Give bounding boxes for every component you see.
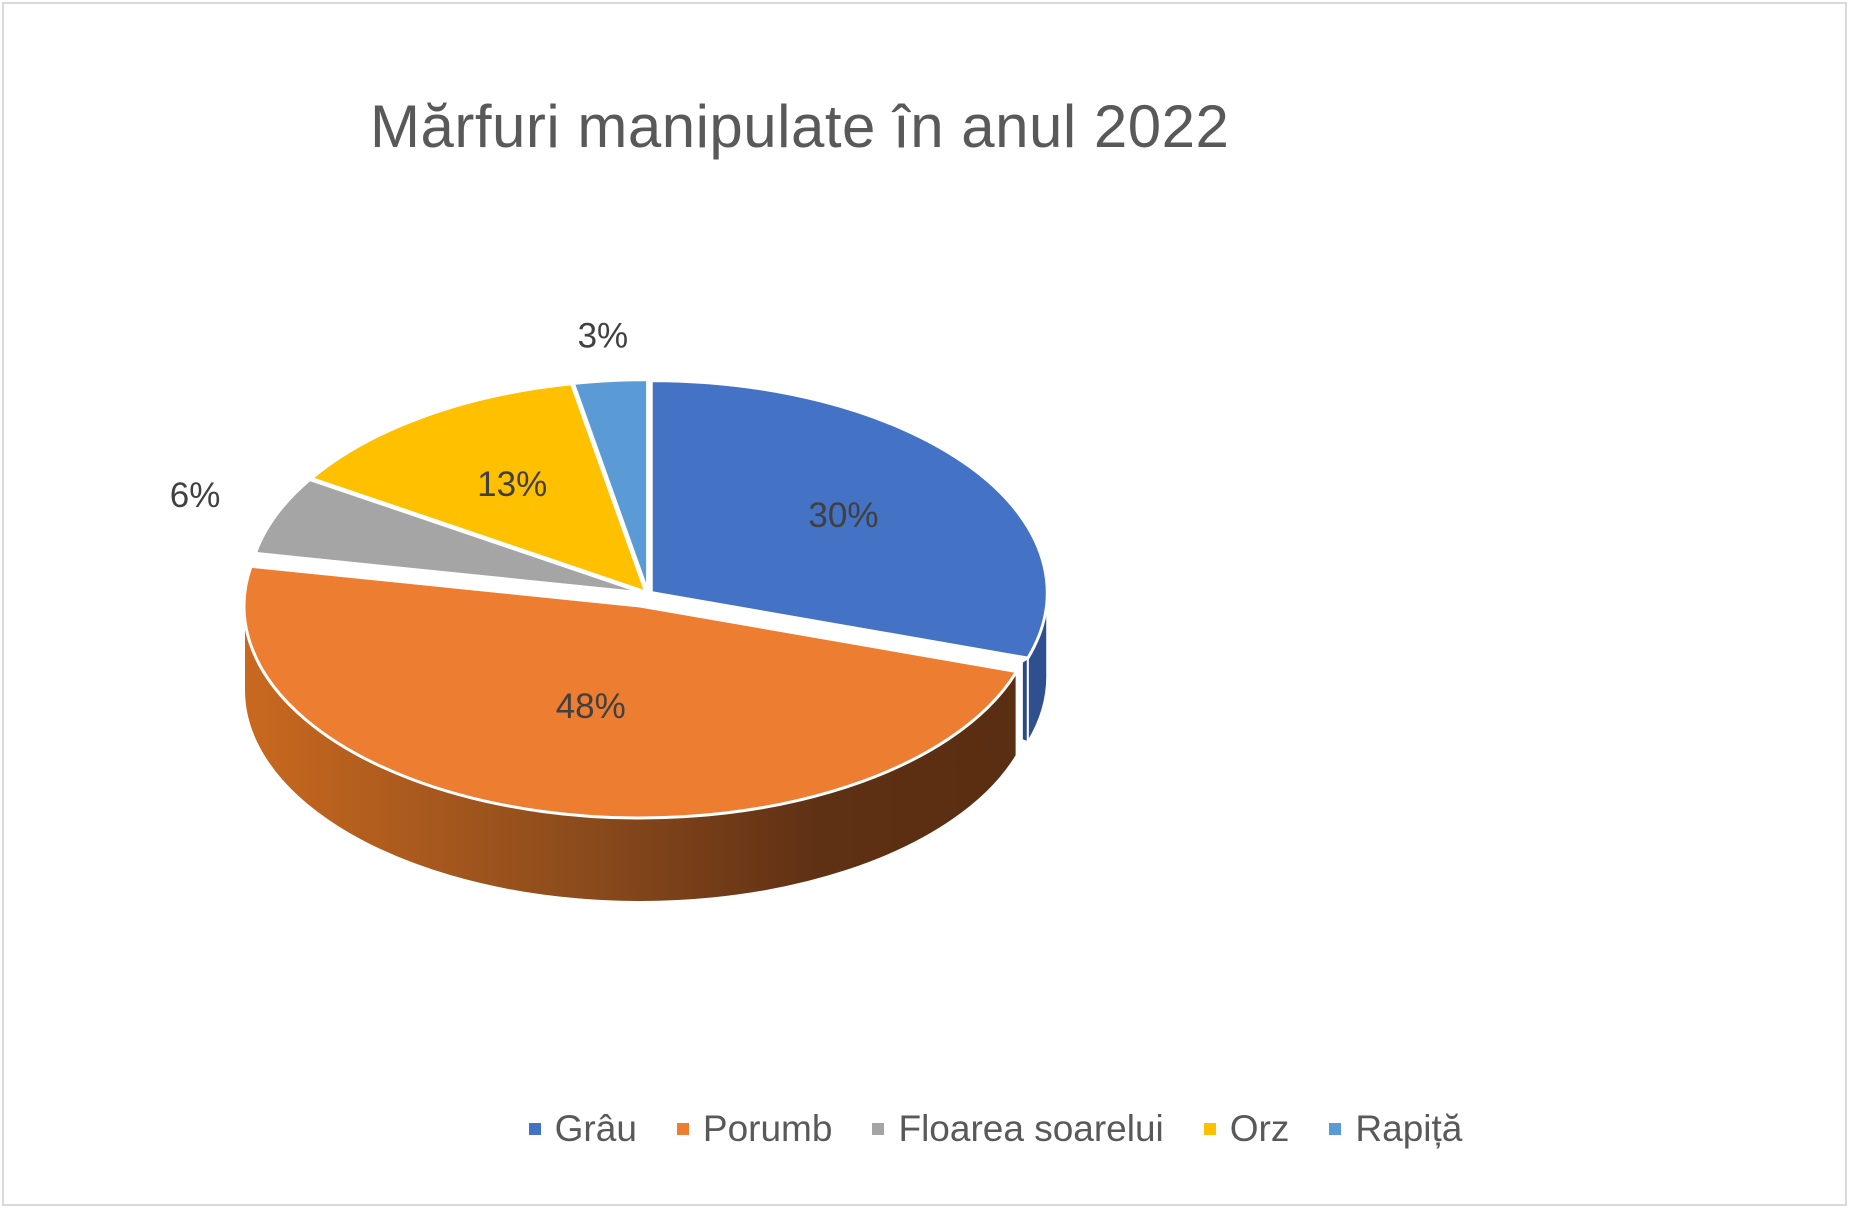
legend-swatch-porumb (676, 1123, 689, 1135)
pie-slice-porumb (242, 564, 1019, 903)
pie-slice-orz (309, 382, 648, 594)
legend-label-rapita: Rapiță (1355, 1108, 1463, 1149)
legend: Grâu Porumb Floarea soarelui Orz Rapiță (0, 1108, 1851, 1150)
data-label-rapita: 3% (578, 317, 629, 356)
legend-swatch-rapita (1329, 1123, 1342, 1135)
pie-slice-rapita (571, 378, 650, 594)
data-label-floarea-soarelui: 6% (170, 476, 221, 515)
data-label-porumb: 48% (556, 687, 626, 726)
legend-swatch-floarea-soarelui (872, 1123, 885, 1135)
legend-label-porumb: Porumb (702, 1108, 833, 1149)
pie-slice-top-porumb (242, 564, 1019, 820)
legend-swatch-orz (1203, 1123, 1216, 1135)
data-label-orz: 13% (477, 465, 547, 504)
pie-slice-top-rapita (571, 378, 650, 594)
legend-label-grau: Grâu (554, 1108, 637, 1149)
legend-item-orz: Orz (1203, 1108, 1290, 1150)
data-label-grau: 30% (808, 496, 878, 535)
legend-swatch-grau (528, 1123, 541, 1135)
legend-item-grau: Grâu (528, 1108, 637, 1150)
pie-slice-grau (649, 379, 1049, 746)
chart-title: Mărfuri manipulate în anul 2022 (370, 93, 1230, 160)
legend-label-orz: Orz (1229, 1108, 1290, 1149)
legend-item-porumb: Porumb (676, 1108, 833, 1150)
pie-slice-floarea-soarelui (253, 478, 646, 595)
pie-slice-top-orz (309, 382, 648, 594)
legend-label-floarea-soarelui: Floarea soarelui (898, 1108, 1164, 1149)
pie-slice-top-grau (649, 379, 1049, 660)
legend-item-floarea-soarelui: Floarea soarelui (872, 1108, 1164, 1150)
legend-item-rapita: Rapiță (1329, 1108, 1462, 1150)
pie-slice-top-floarea-soarelui (253, 478, 646, 595)
